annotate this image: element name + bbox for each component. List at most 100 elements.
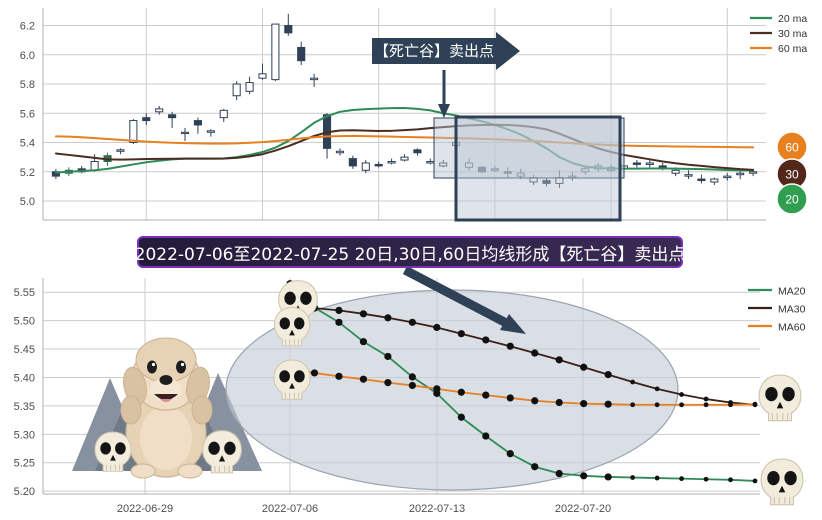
x-axis-tick-label: 2022-07-13 (409, 503, 465, 515)
skull-icon-ma60-start (273, 359, 311, 400)
candle-body (542, 180, 551, 184)
data-point-marker (384, 352, 392, 361)
y-axis-tick-label: 5.50 (14, 316, 35, 328)
candle-body (168, 114, 177, 119)
y-axis-tick-label: 5.45 (14, 344, 35, 356)
x-axis-tick-label: 2022-07-20 (555, 503, 611, 515)
y-axis-tick-label: 5.55 (14, 287, 35, 299)
candle-body (477, 166, 487, 173)
candle-body (116, 149, 125, 152)
candle-body (503, 171, 512, 174)
candle-body (697, 178, 706, 182)
y-axis-tick-label: 6.2 (20, 21, 35, 33)
candle-body (297, 46, 306, 62)
y-axis-tick-label: 6.0 (20, 50, 35, 62)
candle-body (129, 120, 138, 144)
candle-body (490, 168, 499, 171)
data-point-marker (457, 388, 465, 396)
data-point-marker (506, 342, 514, 350)
skull-icon-ma30-end (758, 374, 802, 422)
candle-body (155, 108, 164, 113)
data-point-marker (457, 413, 465, 421)
candle-body (426, 161, 435, 164)
candle-body (193, 120, 202, 126)
candle-body (400, 156, 409, 161)
candle-body (245, 82, 254, 92)
candle-body (516, 172, 525, 177)
data-point-marker (703, 396, 709, 402)
title-banner: 2022-07-06至2022-07-25 20日,30日,60日均线形成【死亡… (134, 236, 686, 268)
data-point-marker (630, 475, 636, 480)
data-point-marker (531, 463, 539, 471)
ma-line-MA30 (289, 306, 756, 406)
skull-icon-mountain-left (94, 431, 132, 472)
callout-down-arrow-head (438, 104, 450, 118)
y-axis-tick-label: 5.35 (14, 401, 35, 413)
candle-body (736, 172, 745, 176)
y-axis-tick-label: 5.20 (14, 486, 35, 498)
candle-body (658, 165, 667, 168)
ma-badge-label: 30 (785, 168, 799, 182)
ma-badges: 60 30 20 (776, 131, 808, 215)
x-axis-tick-label: 2022-07-06 (262, 503, 318, 515)
data-point-marker (630, 379, 636, 385)
data-point-marker (752, 401, 758, 407)
data-point-marker (408, 373, 416, 381)
data-point-marker (359, 338, 368, 346)
data-point-marker (310, 369, 319, 377)
data-point-marker (531, 349, 539, 357)
legend-label: MA20 (778, 286, 806, 298)
candle-body (142, 117, 151, 122)
candle-body (374, 163, 383, 167)
candle-body (206, 130, 215, 133)
y-axis-tick-label: 5.0 (20, 196, 35, 208)
data-point-marker (679, 392, 684, 397)
candle-body (90, 161, 99, 171)
data-point-marker (604, 400, 612, 408)
data-point-marker (531, 397, 539, 405)
x-axis-tick-label: 2022-06-29 (117, 503, 173, 515)
upper-legend: 20 ma 30 ma 60 ma (750, 13, 807, 55)
highlight-overlay-upper (433, 117, 625, 179)
title-banner-text: 2022-07-06至2022-07-25 20日,30日,60日均线形成【死亡… (134, 244, 686, 265)
ma-badge-20[interactable] (776, 183, 808, 215)
candle-body (335, 150, 344, 154)
skull-icon-ma20-end (760, 458, 804, 506)
candle-body (710, 178, 719, 183)
data-point-marker (580, 472, 588, 480)
highlight-box (454, 115, 622, 222)
candle-body (219, 109, 228, 119)
ma-badge-label: 20 (785, 193, 799, 207)
candle-body (232, 83, 241, 97)
data-point-marker (384, 314, 392, 322)
data-point-marker (335, 372, 343, 380)
data-point-marker (433, 323, 441, 332)
callout-arrow-shape (372, 32, 520, 70)
data-point-marker (679, 402, 684, 408)
candle-body (723, 175, 732, 179)
y-axis-tick-label: 5.4 (20, 138, 35, 150)
poodle-dog-icon (120, 337, 213, 479)
data-point-marker (335, 306, 343, 314)
data-point-marker (654, 475, 660, 481)
data-point-marker (604, 371, 612, 379)
ma-line-MA20 (289, 283, 756, 482)
candle-body (271, 23, 280, 81)
data-point-marker (630, 402, 636, 408)
data-point-marker (482, 391, 490, 399)
ma-badge-label: 60 (785, 141, 799, 155)
dog-mountain-illustration (72, 337, 262, 479)
data-point-marker (654, 402, 660, 408)
data-point-marker (335, 318, 343, 326)
data-point-marker (506, 450, 514, 458)
data-point-marker (580, 400, 588, 408)
lower-legend: MA20 MA30 MA60 (748, 286, 806, 334)
y-axis-tick-label: 5.40 (14, 372, 35, 384)
legend-label: 60 ma (778, 43, 807, 55)
legend-label: MA60 (778, 322, 806, 334)
legend-label: 30 ma (778, 28, 807, 40)
data-point-marker (408, 381, 416, 390)
y-axis-tick-label: 5.8 (20, 79, 35, 91)
data-point-marker (482, 432, 490, 440)
data-point-marker (654, 386, 660, 392)
